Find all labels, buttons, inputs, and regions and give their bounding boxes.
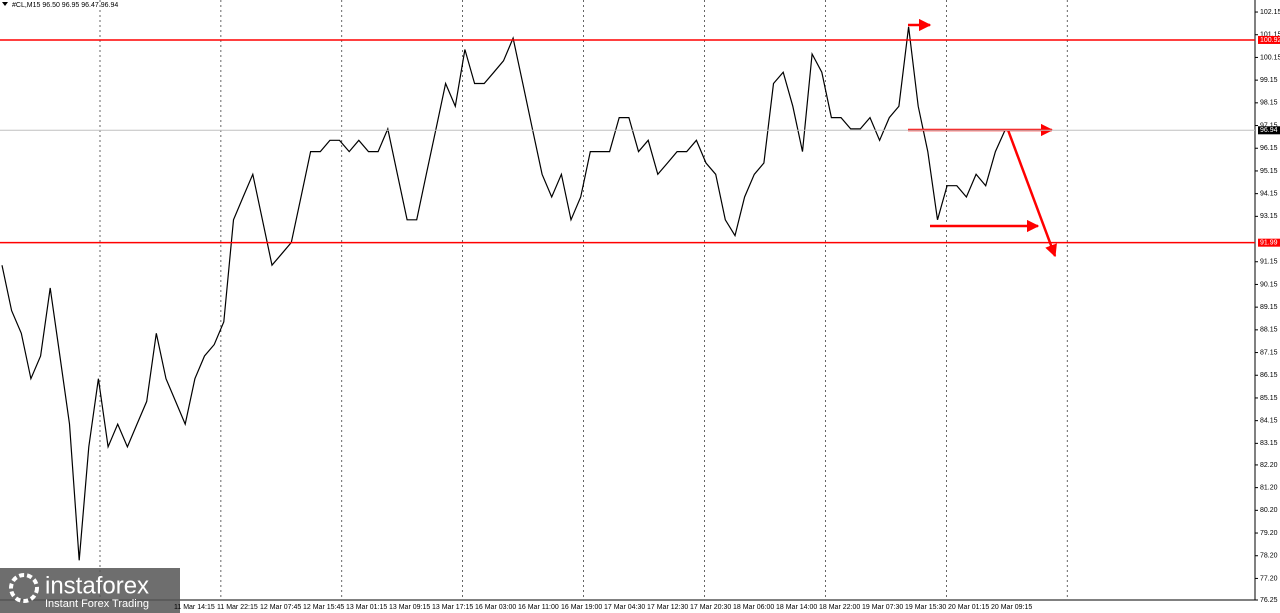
- y-tick-label: 95.15: [1260, 168, 1278, 175]
- y-tick-label: 76.25: [1260, 597, 1278, 604]
- y-tick-label: 102.15: [1260, 9, 1280, 16]
- price-line: [1, 26, 1006, 561]
- y-tick-label: 88.15: [1260, 327, 1278, 334]
- y-tick-label: 78.20: [1260, 553, 1278, 560]
- logo-icon: [9, 573, 39, 603]
- watermark: instaforex Instant Forex Trading: [0, 568, 180, 613]
- chart-title: #CL,M15 96.50 96.95 96.47 96.94: [12, 2, 118, 9]
- plot: [1, 26, 1006, 561]
- y-tick-label: 82.20: [1260, 462, 1278, 469]
- x-tick-label: 18 Mar 14:00: [776, 604, 817, 611]
- y-tick-label: 96.15: [1260, 145, 1278, 152]
- y-tick-label: 77.20: [1260, 575, 1278, 582]
- x-tick-label: 18 Mar 06:00: [733, 604, 774, 611]
- level-label: 100.92: [1260, 37, 1280, 44]
- level-label: 96.94: [1260, 127, 1278, 134]
- x-tick-label: 11 Mar 14:15: [174, 604, 215, 611]
- y-tick-label: 99.15: [1260, 77, 1278, 84]
- x-tick-label: 12 Mar 07:45: [260, 604, 301, 611]
- x-tick-label: 13 Mar 17:15: [432, 604, 473, 611]
- y-tick-label: 83.15: [1260, 440, 1278, 447]
- level-tag: [1258, 126, 1280, 135]
- arrow: [1006, 129, 1057, 258]
- y-tick-label: 80.20: [1260, 507, 1278, 514]
- x-tick-label: 12 Mar 15:45: [303, 604, 344, 611]
- x-tick-label: 20 Mar 09:15: [991, 604, 1032, 611]
- brand: instaforex: [45, 572, 149, 599]
- x-tick-label: 17 Mar 12:30: [647, 604, 688, 611]
- y-tick-label: 100.15: [1260, 54, 1280, 61]
- x-tick-label: 19 Mar 07:30: [862, 604, 903, 611]
- y-tick-label: 93.15: [1260, 213, 1278, 220]
- y-tick-label: 91.15: [1260, 259, 1278, 266]
- menu-icon: [2, 2, 8, 6]
- y-tick-label: 89.15: [1260, 304, 1278, 311]
- y-tick-label: 94.15: [1260, 190, 1278, 197]
- x-tick-label: 17 Mar 04:30: [604, 604, 645, 611]
- y-tick-label: 85.15: [1260, 395, 1278, 402]
- y-tick-label: 81.20: [1260, 484, 1278, 491]
- y-tick-label: 84.15: [1260, 418, 1278, 425]
- level-label: 91.99: [1260, 240, 1278, 247]
- x-tick-label: 13 Mar 09:15: [389, 604, 430, 611]
- x-tick-label: 17 Mar 20:30: [690, 604, 731, 611]
- grid: [99, 0, 1068, 600]
- x-tick-label: 18 Mar 22:00: [819, 604, 860, 611]
- x-tick-label: 19 Mar 15:30: [905, 604, 946, 611]
- x-tick-label: 11 Mar 22:15: [217, 604, 258, 611]
- x-tick-label: 13 Mar 01:15: [346, 604, 387, 611]
- x-tick-label: 16 Mar 11:00: [518, 604, 559, 611]
- y-tick-label: 87.15: [1260, 349, 1278, 356]
- x-tick-label: 20 Mar 01:15: [948, 604, 989, 611]
- y-tick-label: 97.15: [1260, 122, 1278, 129]
- y-tick-label: 98.15: [1260, 100, 1278, 107]
- level-tag: [1258, 238, 1280, 247]
- x-tick-label: 16 Mar 03:00: [475, 604, 516, 611]
- tagline: Instant Forex Trading: [45, 598, 149, 610]
- y-tick-label: 86.15: [1260, 372, 1278, 379]
- y-tick-label: 101.15: [1260, 32, 1280, 39]
- y-tick-label: 90.15: [1260, 281, 1278, 288]
- level-tag: [1258, 35, 1280, 44]
- x-tick-label: 16 Mar 19:00: [561, 604, 602, 611]
- y-tick-label: 79.20: [1260, 530, 1278, 537]
